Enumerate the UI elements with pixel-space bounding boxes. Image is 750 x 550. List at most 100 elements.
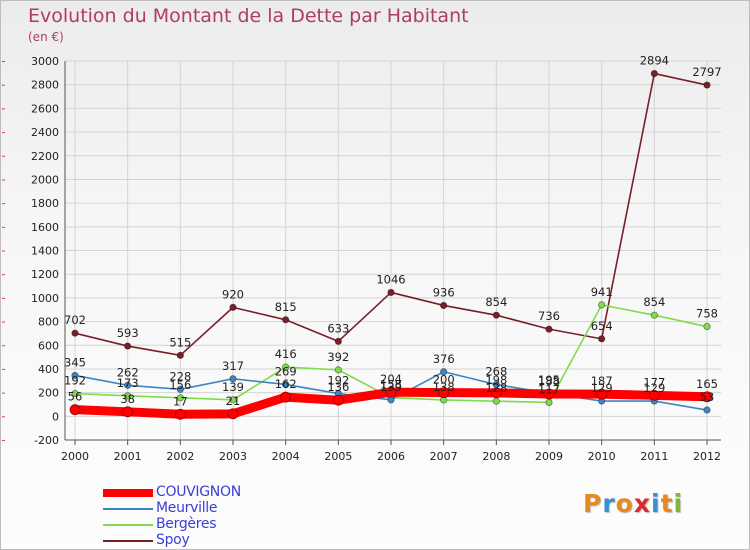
logo-letter: i xyxy=(673,489,684,518)
data-label-spoy: 815 xyxy=(275,300,297,314)
x-tick-label: 2005 xyxy=(324,450,352,463)
data-label-meurville: 262 xyxy=(117,365,139,379)
data-point-couvignon xyxy=(648,389,660,401)
chart-grid xyxy=(65,60,721,441)
data-label-couvignon: 165 xyxy=(696,377,718,391)
y-tick-label: 1200 xyxy=(31,268,59,281)
data-point-meurville xyxy=(282,380,290,389)
y-tick-label: 1800 xyxy=(31,197,59,210)
data-point-berg-res xyxy=(176,394,184,402)
data-point-couvignon xyxy=(280,391,292,403)
data-label-spoy: 633 xyxy=(327,321,349,335)
data-label-berg-res: 138 xyxy=(433,380,455,394)
data-label-meurville: 228 xyxy=(169,369,191,383)
data-point-couvignon xyxy=(490,387,502,399)
y-tick-label: 800 xyxy=(38,316,59,329)
y-tick-label: -200 xyxy=(34,434,59,447)
data-label-spoy: 854 xyxy=(485,295,507,309)
data-label-berg-res: 139 xyxy=(222,380,244,394)
data-label-berg-res: 941 xyxy=(591,285,613,299)
data-point-couvignon xyxy=(701,391,713,403)
data-point-spoy xyxy=(650,69,658,78)
logo-letter: x xyxy=(633,489,651,518)
data-label-meurville: 195 xyxy=(538,373,560,387)
y-tick-label: 400 xyxy=(38,363,59,376)
data-point-spoy xyxy=(176,351,184,359)
y-tick-label: 600 xyxy=(38,339,59,352)
x-tick-label: 2004 xyxy=(272,450,300,463)
data-point-berg-res xyxy=(124,392,132,400)
data-point-berg-res xyxy=(71,389,79,398)
data-label-couvignon: 200 xyxy=(433,373,455,387)
data-label-meurville: 192 xyxy=(327,374,349,388)
logo-letter: t xyxy=(660,489,674,518)
data-label-spoy: 736 xyxy=(538,309,560,323)
data-label-berg-res: 156 xyxy=(169,378,191,392)
data-point-meurville xyxy=(440,368,448,376)
data-point-couvignon xyxy=(227,408,239,420)
x-tick-label: 2006 xyxy=(377,450,405,463)
data-point-berg-res xyxy=(598,301,606,309)
y-tick-label: 1600 xyxy=(31,221,59,234)
legend-label: Bergères xyxy=(156,516,217,532)
legend-label: COUVIGNON xyxy=(156,484,241,500)
data-label-berg-res: 117 xyxy=(538,382,560,396)
data-label-berg-res: 392 xyxy=(327,350,349,364)
data-point-berg-res xyxy=(334,366,342,374)
x-tick-label: 2010 xyxy=(588,450,616,463)
data-point-berg-res xyxy=(545,398,553,407)
data-point-couvignon xyxy=(543,388,555,400)
data-point-spoy xyxy=(229,303,237,311)
legend-swatch xyxy=(103,489,153,497)
data-point-couvignon xyxy=(69,404,81,416)
legend-swatch xyxy=(103,524,153,526)
legend-label: Meurville xyxy=(156,500,218,516)
x-tick-label: 2011 xyxy=(640,450,668,463)
data-label-meurville: 139 xyxy=(380,380,402,394)
data-point-meurville xyxy=(71,371,79,380)
data-point-berg-res xyxy=(282,363,290,371)
data-point-meurville xyxy=(229,375,237,383)
data-point-meurville xyxy=(176,385,184,393)
data-point-couvignon xyxy=(332,394,344,406)
logo-letter: r xyxy=(602,489,616,518)
data-point-spoy xyxy=(124,342,132,350)
data-label-couvignon: 204 xyxy=(380,372,402,386)
data-label-couvignon: 21 xyxy=(226,394,241,408)
logo-letter: o xyxy=(615,489,634,518)
data-point-couvignon xyxy=(596,388,608,400)
data-label-spoy: 920 xyxy=(222,287,244,301)
x-tick-label: 2001 xyxy=(114,450,142,463)
legend-swatch xyxy=(103,540,153,542)
y-tick-label: 2400 xyxy=(31,126,59,139)
y-tick-label: 2200 xyxy=(31,150,59,163)
data-label-spoy: 2797 xyxy=(692,65,721,79)
chart-subtitle: (en €) xyxy=(28,30,64,44)
legend-swatch xyxy=(103,508,153,510)
logo-letter: P xyxy=(583,489,603,518)
data-label-spoy: 515 xyxy=(169,335,191,349)
data-point-spoy xyxy=(71,329,79,337)
x-axis: 2000 2001 2002 2003 2004 2005 2006 2007 2008 2009… xyxy=(61,439,721,463)
y-tick-label: 3000 xyxy=(31,55,59,68)
data-label-spoy: 936 xyxy=(433,285,455,299)
data-label-berg-res: 128 xyxy=(485,381,507,395)
data-point-meurville xyxy=(387,396,395,404)
data-label-couvignon: 162 xyxy=(275,377,297,391)
data-point-spoy xyxy=(387,288,395,297)
data-label-berg-res: 854 xyxy=(643,295,665,309)
data-label-couvignon: 56 xyxy=(68,390,83,404)
data-point-berg-res xyxy=(229,396,237,404)
proxiti-logo: Proxiti xyxy=(583,489,683,518)
data-point-spoy xyxy=(598,335,606,343)
x-tick-label: 2003 xyxy=(219,450,247,463)
data-point-meurville xyxy=(124,381,132,389)
x-tick-label: 2009 xyxy=(535,450,563,463)
y-tick-label: 1000 xyxy=(31,292,59,305)
data-point-spoy xyxy=(545,325,553,333)
y-tick-label: 200 xyxy=(38,387,59,400)
data-label-meurville: 345 xyxy=(64,355,86,369)
data-label-berg-res: 158 xyxy=(380,378,402,392)
chart-points xyxy=(69,69,713,420)
data-point-spoy xyxy=(703,81,711,89)
